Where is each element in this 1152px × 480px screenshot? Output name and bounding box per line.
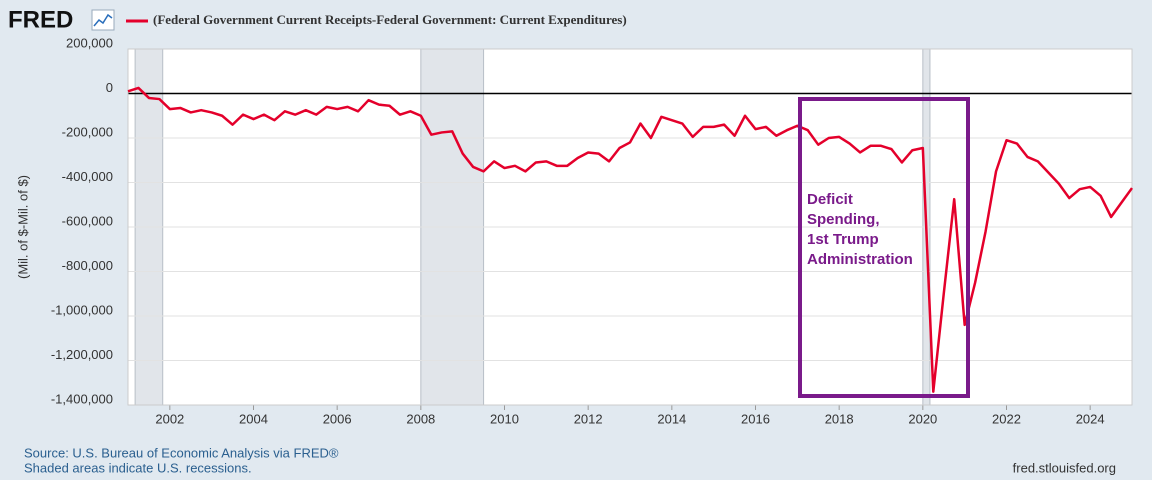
annotation-box: [798, 97, 970, 398]
x-tick-label: 2002: [155, 411, 184, 426]
x-tick-label: 2004: [239, 411, 268, 426]
x-tick-label: 2008: [406, 411, 435, 426]
recession-note: Shaded areas indicate U.S. recessions.: [24, 460, 252, 475]
annotation-text: Administration: [807, 251, 913, 268]
y-tick-label: -1,200,000: [51, 347, 113, 362]
x-tick-label: 2006: [323, 411, 352, 426]
x-tick-label: 2022: [992, 411, 1021, 426]
legend-label: (Federal Government Current Receipts-Fed…: [153, 12, 627, 27]
x-tick-label: 2016: [741, 411, 770, 426]
y-tick-label: 200,000: [66, 35, 113, 50]
y-tick-label: 0: [106, 80, 113, 95]
logo-icon: [91, 9, 115, 31]
x-tick-label: 2024: [1076, 411, 1105, 426]
y-tick-label: -800,000: [62, 258, 113, 273]
data-line: [127, 86, 1134, 393]
y-tick-label: -600,000: [62, 213, 113, 228]
y-axis-label: (Mil. of $-Mil. of $): [15, 175, 30, 279]
logo: FRED: [8, 6, 73, 33]
x-tick-label: 2018: [825, 411, 854, 426]
annotation-text: Deficit: [807, 191, 853, 208]
y-tick-label: -1,400,000: [51, 391, 113, 406]
x-tick-label: 2010: [490, 411, 519, 426]
y-tick-label: -400,000: [62, 169, 113, 184]
source: Source: U.S. Bureau of Economic Analysis…: [24, 445, 339, 460]
x-tick-label: 2012: [574, 411, 603, 426]
x-tick-label: 2020: [908, 411, 937, 426]
y-tick-label: -200,000: [62, 124, 113, 139]
plot-border: [127, 48, 1133, 406]
x-tick-label: 2014: [657, 411, 686, 426]
annotation-text: Spending,: [807, 211, 880, 228]
site: fred.stlouisfed.org: [1013, 460, 1116, 475]
annotation-text: 1st Trump: [807, 231, 879, 248]
y-tick-label: -1,000,000: [51, 302, 113, 317]
